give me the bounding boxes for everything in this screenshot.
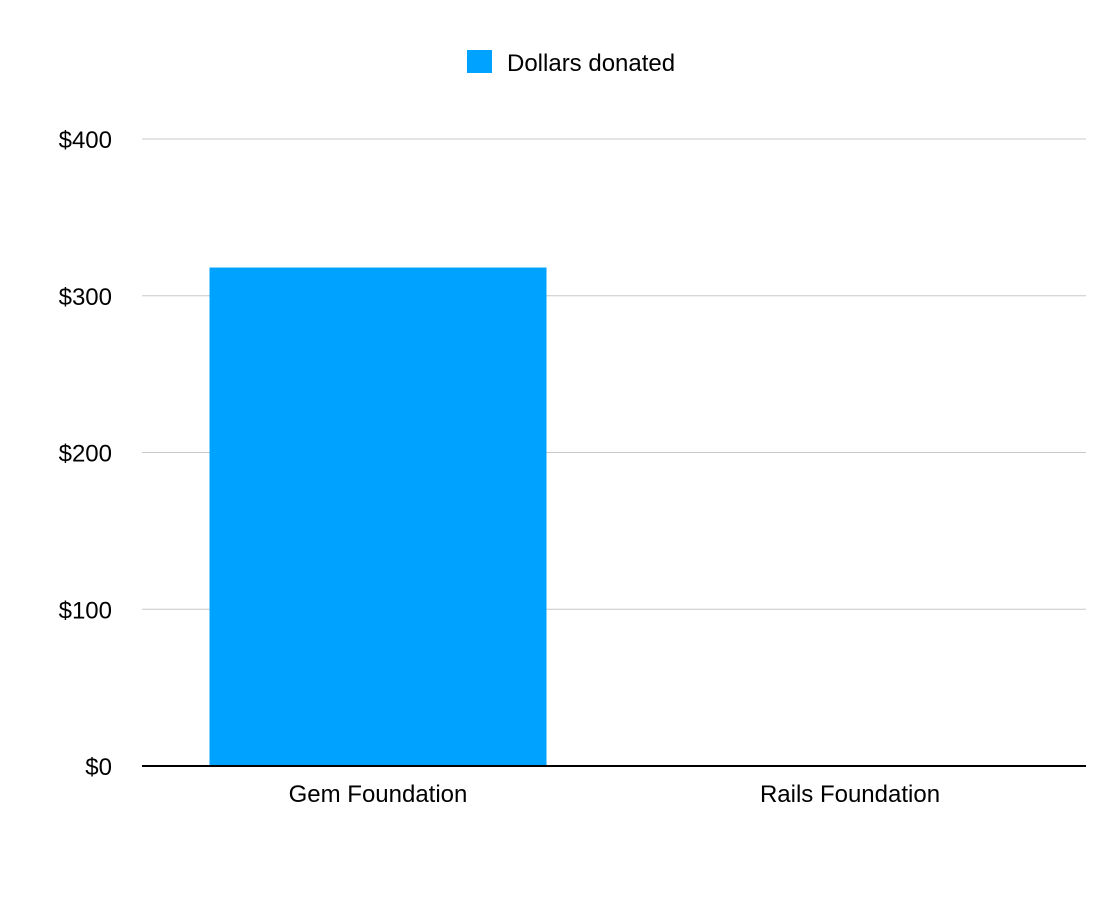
x-axis-labels: Gem Foundation Rails Foundation bbox=[289, 781, 940, 808]
legend: Dollars donated bbox=[467, 50, 675, 77]
x-category-label: Gem Foundation bbox=[289, 781, 468, 808]
y-tick-label: $300 bbox=[59, 284, 112, 311]
y-tick-label: $0 bbox=[85, 754, 112, 781]
x-category-label: Rails Foundation bbox=[760, 781, 940, 808]
y-tick-label: $400 bbox=[59, 127, 112, 154]
y-tick-label: $200 bbox=[59, 441, 112, 468]
y-axis-ticks: $0 $100 $200 $300 $400 bbox=[59, 127, 112, 781]
bars bbox=[209, 267, 547, 766]
y-tick-label: $100 bbox=[59, 597, 112, 624]
bar-gem-foundation bbox=[209, 267, 547, 766]
legend-swatch-dollars-donated bbox=[467, 50, 492, 73]
legend-label-dollars-donated: Dollars donated bbox=[507, 50, 675, 77]
